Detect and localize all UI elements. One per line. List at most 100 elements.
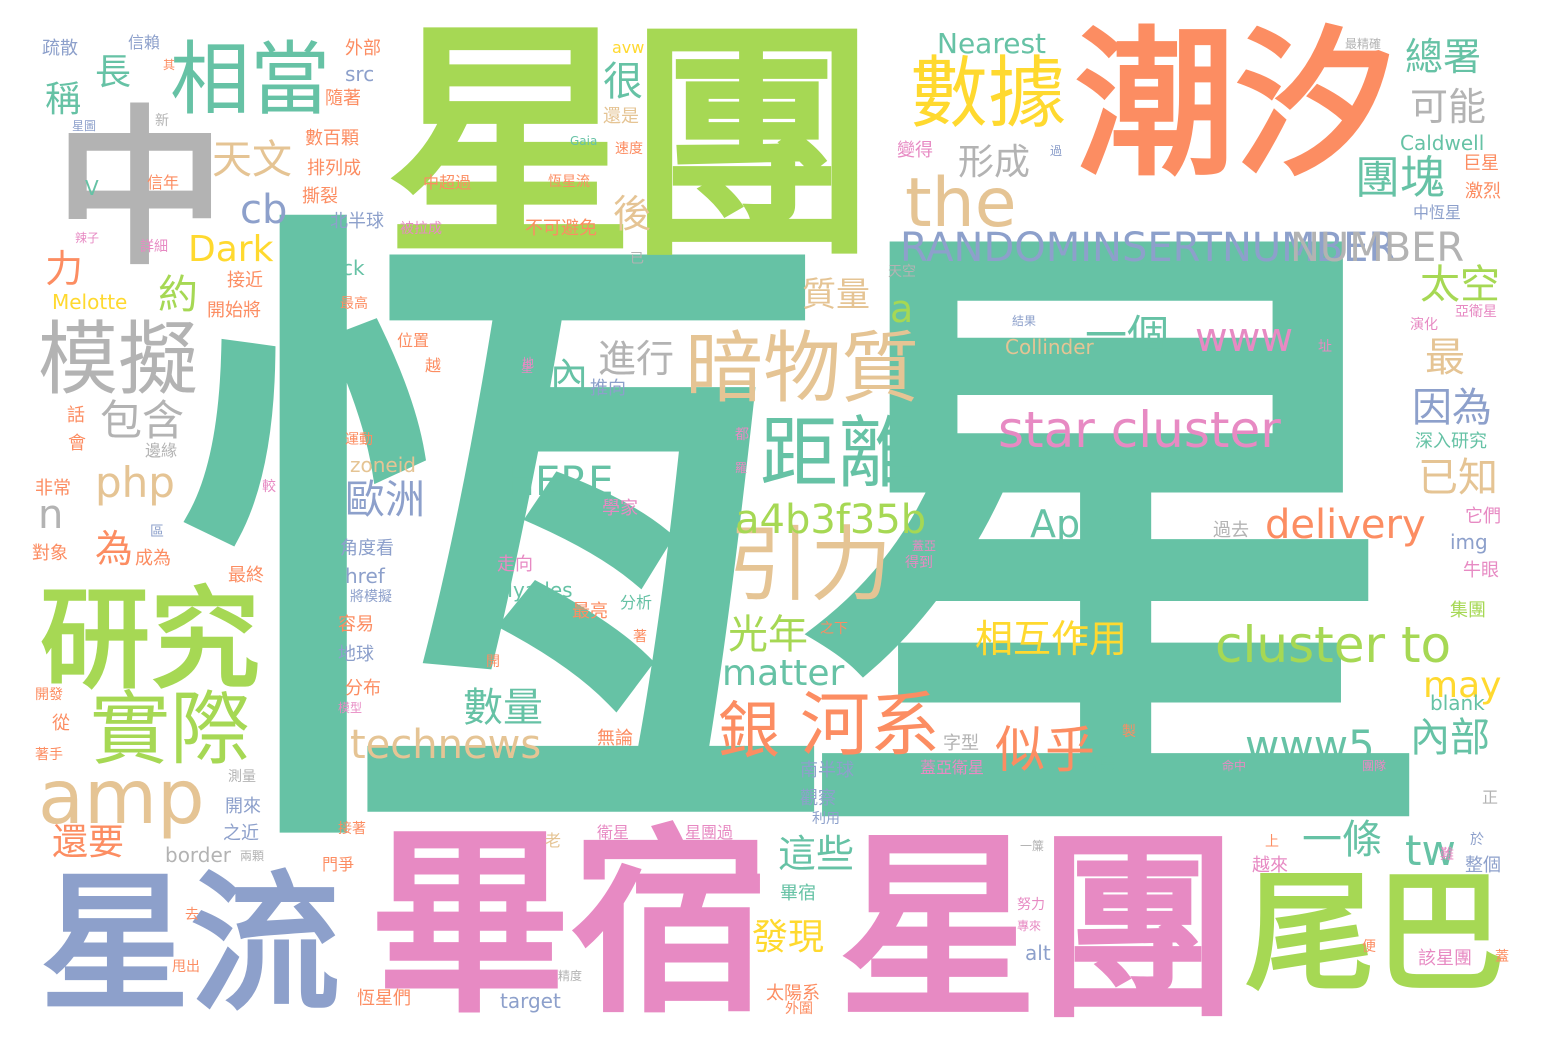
word-src: src xyxy=(345,62,375,86)
word-s162: 越 xyxy=(425,356,442,375)
word-s155: 成為 xyxy=(135,548,171,569)
word-tianwen: 天文 xyxy=(212,137,292,183)
word-s195: 難 xyxy=(1440,847,1454,863)
word-www: www xyxy=(1195,315,1294,361)
word-the: the xyxy=(905,164,1017,243)
word-s115: 它們 xyxy=(1465,506,1501,527)
word-php: php xyxy=(95,458,175,507)
word-s125: 地球 xyxy=(338,644,374,665)
word-s154: 最終 xyxy=(228,565,264,586)
word-shuju: 數據 xyxy=(910,49,1067,139)
word-s094: 北半球 xyxy=(330,211,384,232)
word-s130: 無論 xyxy=(597,728,633,749)
word-nearest: Nearest xyxy=(937,27,1047,60)
word-s161: 運動 xyxy=(345,432,373,448)
word-xiangdang: 相當 xyxy=(170,33,330,126)
word-s127: 模型 xyxy=(338,701,363,715)
word-s132: 密集 xyxy=(1080,753,1116,774)
word-s163: 星圖 xyxy=(72,119,97,133)
word-dark: Dark xyxy=(188,229,274,270)
word-s172: 羅 xyxy=(735,461,748,475)
word-s096: 開始將 xyxy=(207,300,261,321)
word-cluster-to: cluster to xyxy=(1215,616,1452,674)
word-s170: 天空 xyxy=(888,264,916,280)
word-s171: 都 xyxy=(735,427,749,443)
word-shiji: 實際 xyxy=(90,683,250,776)
word-yige: 一個 xyxy=(1085,311,1170,360)
word-yinwei: 因為 xyxy=(1412,385,1492,431)
word-v: V xyxy=(85,176,99,200)
word-href: href xyxy=(345,564,385,588)
word-s191: 專來 xyxy=(1017,919,1042,933)
word-s192: 正 xyxy=(1482,788,1499,807)
word-zui: 最 xyxy=(1425,335,1465,381)
word-yizhi: 已知 xyxy=(1418,455,1498,501)
word-s138: 外圍 xyxy=(785,1001,813,1017)
word-s152: 開來 xyxy=(225,796,261,817)
word-s090: 隨著 xyxy=(325,88,361,109)
word-anwuzhi: 暗物質 xyxy=(685,324,920,414)
word-xingtuan-bottom: 星團 xyxy=(838,813,1239,1046)
word-weiba: 尾巴 xyxy=(1245,857,1506,1009)
word-s183: 測量 xyxy=(228,769,256,785)
word-s186: 門爭 xyxy=(322,855,355,874)
word-jinxing: 進行 xyxy=(598,337,675,381)
word-number: NUMBER xyxy=(1290,225,1465,271)
word-s156: 對象 xyxy=(32,543,68,564)
word-s133: 南半球 xyxy=(800,760,854,781)
word-tuankuai: 團塊 xyxy=(1355,151,1446,204)
word-xingtuan-top: 星團 xyxy=(385,0,877,290)
word-hengxing: 恆星 xyxy=(180,169,1440,925)
word-s118: 過去 xyxy=(1213,520,1249,541)
word-s197: 製 xyxy=(1122,724,1136,740)
word-s103: 還是 xyxy=(603,106,639,127)
word-taikong: 太空 xyxy=(1420,262,1500,308)
word-s134: 觀察 xyxy=(800,788,836,809)
word-s167: 辣子 xyxy=(75,231,100,245)
word-collinder: Collinder xyxy=(1005,335,1094,359)
word-s131: 字型 xyxy=(943,733,979,754)
word-keneng: 可能 xyxy=(1410,85,1487,129)
word-s164: 新 xyxy=(155,113,169,129)
word-s145: 團隊 xyxy=(1362,759,1387,773)
word-here: HERE xyxy=(505,459,614,505)
word-s100: 不可避免 xyxy=(525,218,597,239)
word-s095: 接近 xyxy=(227,270,263,291)
word-s184: 接著 xyxy=(338,821,366,837)
word-s112: 演化 xyxy=(1410,317,1438,333)
word-s113: 址 xyxy=(1318,339,1332,355)
word-s168: 其 xyxy=(163,58,176,72)
word-s144: 努力 xyxy=(1017,897,1045,913)
word-s198: 過 xyxy=(1050,144,1063,158)
word-s190: 一簾 xyxy=(1020,839,1045,853)
word-s143: 於 xyxy=(1470,832,1484,848)
word-xingcheng: 形成 xyxy=(958,142,1031,183)
word-s179: 開 xyxy=(486,654,500,670)
word-a4b3f35b: a4b3f35b xyxy=(735,497,927,543)
word-s123: 將模擬 xyxy=(350,589,392,605)
word-s185: 兩顆 xyxy=(240,849,265,863)
word-s122: 角度看 xyxy=(340,538,394,559)
word-s106: 巨星 xyxy=(1463,153,1499,174)
word-s108: 中恆星 xyxy=(1413,203,1462,222)
word-amp: amp xyxy=(38,753,205,841)
word-delivery: delivery xyxy=(1265,502,1426,548)
word-shuliang: 數量 xyxy=(463,685,543,731)
word-s111: 結果 xyxy=(1012,314,1037,328)
word-s200: 地 xyxy=(522,356,535,370)
word-apart: Apart xyxy=(1030,502,1134,546)
word-s088: 信賴 xyxy=(128,33,161,52)
word-s120: 分析 xyxy=(620,593,653,612)
word-yitiao: 一條 xyxy=(1302,817,1382,863)
word-s110: 最精確 xyxy=(1345,37,1382,51)
word-s141: 越來 xyxy=(1252,855,1288,876)
word-s199: 恆星流 xyxy=(548,174,590,190)
word-faxian: 發現 xyxy=(752,917,825,958)
word-alt: alt xyxy=(1025,941,1051,965)
word-s092: 排列成 xyxy=(307,158,361,179)
word-technews: technews xyxy=(350,722,542,768)
word-s178: 著 xyxy=(633,629,647,645)
word-matter: matter xyxy=(722,653,845,694)
word-blank: blank xyxy=(1430,691,1485,715)
